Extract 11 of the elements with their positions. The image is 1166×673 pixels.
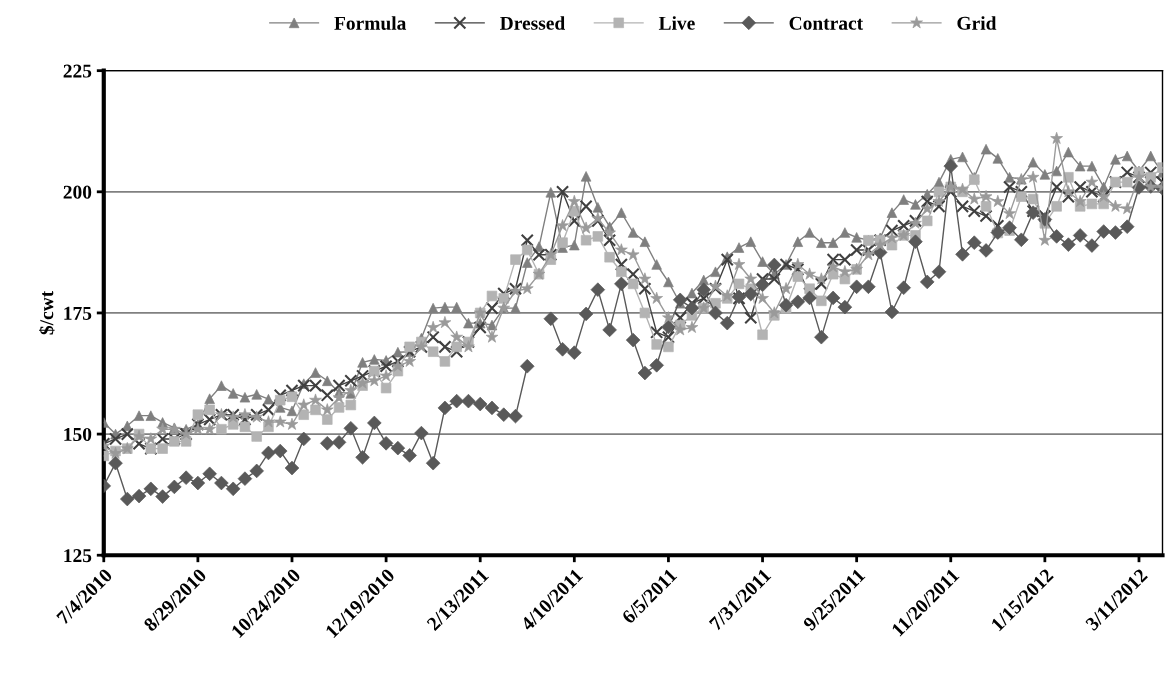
y-axis-title: $/cwt — [39, 290, 55, 335]
y-tick-label: 225 — [63, 64, 92, 78]
y-tick-label: 175 — [64, 306, 92, 320]
y-tick-label: 200 — [63, 185, 92, 199]
legend-label: Live — [658, 16, 695, 30]
legend-label: Grid — [957, 16, 997, 30]
y-tick-label: 150 — [64, 427, 92, 442]
legend-label: Dressed — [500, 16, 566, 30]
legend-label: Formula — [334, 16, 407, 30]
legend-label: Contract — [789, 16, 864, 30]
y-tick-label: 125 — [64, 549, 92, 563]
